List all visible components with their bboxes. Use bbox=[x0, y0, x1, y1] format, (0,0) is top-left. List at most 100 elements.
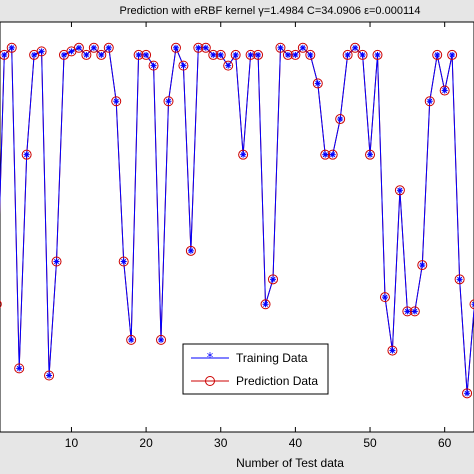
training-point-55 bbox=[404, 308, 411, 315]
training-point-3 bbox=[16, 365, 23, 372]
legend-prediction-marker bbox=[205, 376, 215, 386]
training-point-19 bbox=[135, 51, 142, 58]
prediction-point-47 bbox=[342, 49, 353, 60]
training-point-1 bbox=[1, 51, 8, 58]
prediction-point-0 bbox=[0, 300, 2, 309]
training-point-20 bbox=[143, 51, 150, 58]
training-point-12 bbox=[83, 51, 90, 58]
prediction-point-64 bbox=[469, 299, 474, 310]
prediction-point-62 bbox=[454, 274, 465, 285]
prediction-point-63 bbox=[462, 388, 473, 399]
prediction-point-51 bbox=[372, 49, 383, 60]
training-point-43 bbox=[314, 80, 321, 87]
training-point-10 bbox=[68, 48, 75, 55]
prediction-point-33 bbox=[238, 149, 249, 160]
chart-title: Prediction with eRBF kernel γ=1.4984 C=3… bbox=[120, 5, 421, 17]
prediction-point-61 bbox=[447, 49, 458, 60]
training-point-26 bbox=[187, 247, 194, 254]
training-point-27 bbox=[195, 44, 202, 51]
training-point-59 bbox=[434, 51, 441, 58]
legend-prediction-label: Prediction Data bbox=[236, 374, 318, 388]
prediction-point-4 bbox=[21, 149, 32, 160]
prediction-point-1 bbox=[0, 49, 10, 60]
prediction-point-13 bbox=[88, 42, 99, 53]
prediction-point-31 bbox=[223, 60, 234, 71]
training-point-62 bbox=[456, 276, 463, 283]
training-point-39 bbox=[284, 51, 291, 58]
training-point-5 bbox=[31, 51, 38, 58]
prediction-point-26 bbox=[185, 245, 196, 256]
training-point-48 bbox=[352, 44, 359, 51]
prediction-point-38 bbox=[275, 42, 286, 53]
x-axis: 10 20 30 40 50 60 bbox=[65, 22, 452, 450]
prediction-point-8 bbox=[51, 256, 62, 267]
training-point-24 bbox=[172, 44, 179, 51]
training-point-54 bbox=[396, 187, 403, 194]
training-point-32 bbox=[232, 51, 239, 58]
prediction-point-50 bbox=[365, 149, 376, 160]
training-point-37 bbox=[269, 276, 276, 283]
prediction-point-52 bbox=[379, 292, 390, 303]
training-point-17 bbox=[120, 258, 127, 265]
prediction-point-14 bbox=[96, 49, 107, 60]
training-point-18 bbox=[128, 336, 135, 343]
training-point-47 bbox=[344, 51, 351, 58]
x-tick-label-40: 40 bbox=[289, 436, 303, 450]
prediction-point-17 bbox=[118, 256, 129, 267]
training-point-50 bbox=[367, 151, 374, 158]
training-point-6 bbox=[38, 48, 45, 55]
prediction-point-16 bbox=[111, 96, 122, 107]
legend-box bbox=[182, 343, 329, 395]
prediction-point-54 bbox=[394, 185, 405, 196]
x-tick-label-60: 60 bbox=[438, 436, 452, 450]
training-point-41 bbox=[299, 44, 306, 51]
x-tick-label-20: 20 bbox=[139, 436, 153, 450]
prediction-point-11 bbox=[73, 42, 84, 53]
series-markers bbox=[0, 42, 474, 399]
prediction-point-2 bbox=[6, 42, 17, 53]
legend-training-marker: * bbox=[207, 351, 214, 366]
training-point-40 bbox=[292, 51, 299, 58]
training-point-21 bbox=[150, 62, 157, 69]
training-point-14 bbox=[98, 51, 105, 58]
x-tick-label-10: 10 bbox=[65, 436, 79, 450]
legend: * Training Data Prediction Data bbox=[182, 343, 329, 395]
prediction-point-48 bbox=[350, 42, 361, 53]
training-point-61 bbox=[449, 51, 456, 58]
prediction-point-22 bbox=[156, 334, 167, 345]
training-point-2 bbox=[8, 44, 15, 51]
prediction-point-12 bbox=[81, 49, 92, 60]
x-tick-label-50: 50 bbox=[363, 436, 377, 450]
training-point-22 bbox=[158, 336, 165, 343]
prediction-point-57 bbox=[417, 260, 428, 271]
training-point-4 bbox=[23, 151, 30, 158]
prediction-point-15 bbox=[103, 42, 114, 53]
prediction-point-21 bbox=[148, 60, 159, 71]
prediction-point-24 bbox=[170, 42, 181, 53]
training-point-28 bbox=[202, 44, 209, 51]
training-point-23 bbox=[165, 98, 172, 105]
prediction-point-59 bbox=[432, 49, 443, 60]
training-point-9 bbox=[60, 51, 67, 58]
training-point-45 bbox=[329, 151, 336, 158]
training-point-16 bbox=[113, 98, 120, 105]
prediction-point-6 bbox=[36, 46, 47, 57]
prediction-point-36 bbox=[260, 299, 271, 310]
training-point-44 bbox=[322, 151, 329, 158]
training-point-38 bbox=[277, 44, 284, 51]
training-point-58 bbox=[426, 98, 433, 105]
prediction-point-49 bbox=[357, 49, 368, 60]
x-axis-label: Number of Test data bbox=[236, 456, 344, 470]
prediction-point-41 bbox=[297, 42, 308, 53]
training-point-31 bbox=[225, 62, 232, 69]
training-point-13 bbox=[90, 44, 97, 51]
prediction-point-32 bbox=[230, 49, 241, 60]
prediction-point-3 bbox=[14, 363, 25, 374]
prediction-point-37 bbox=[267, 274, 278, 285]
training-point-51 bbox=[374, 51, 381, 58]
training-point-30 bbox=[217, 51, 224, 58]
training-point-35 bbox=[255, 51, 262, 58]
training-point-8 bbox=[53, 258, 60, 265]
training-point-57 bbox=[419, 262, 426, 269]
